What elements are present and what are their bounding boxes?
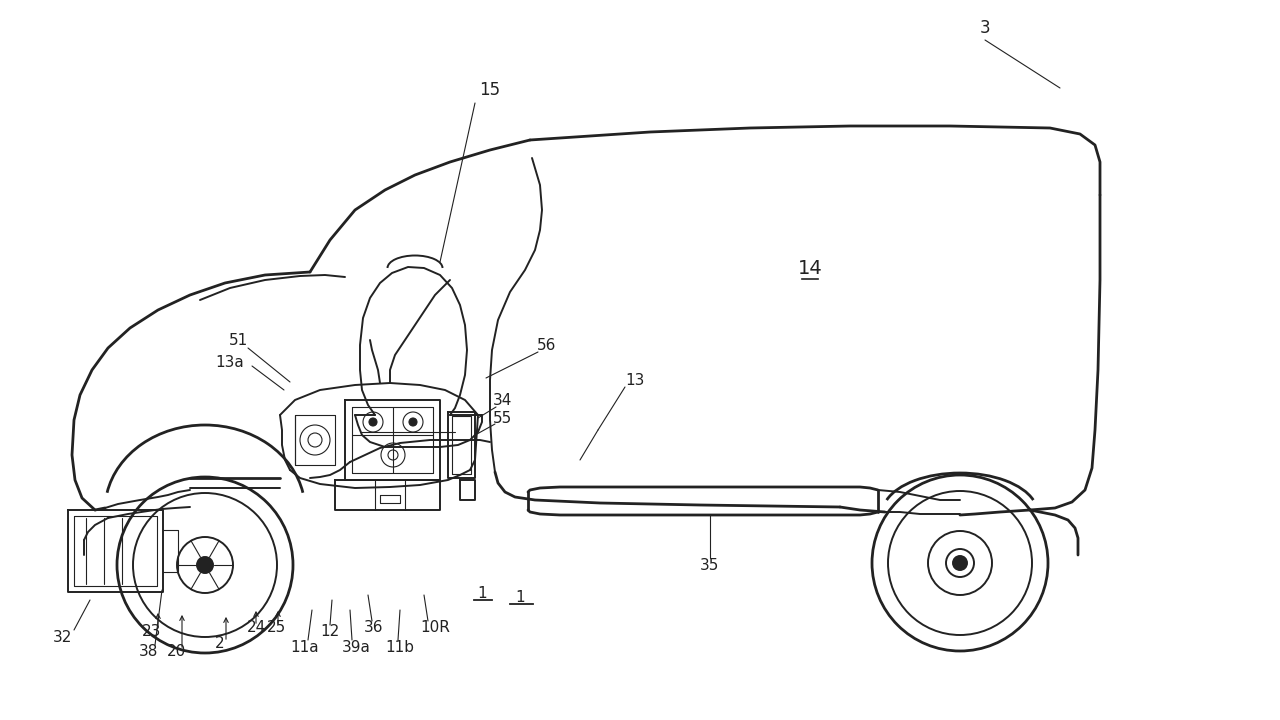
Text: 15: 15 [480, 81, 500, 99]
Text: 20: 20 [166, 644, 186, 660]
Text: 11b: 11b [385, 641, 415, 655]
Text: 1: 1 [477, 587, 486, 601]
Text: 36: 36 [365, 621, 384, 636]
Text: 14: 14 [797, 258, 822, 277]
Text: 23: 23 [142, 624, 161, 639]
Circle shape [410, 418, 417, 426]
Text: 13: 13 [626, 372, 645, 387]
Circle shape [954, 556, 966, 570]
Text: 12: 12 [320, 624, 339, 639]
Text: 25: 25 [266, 621, 285, 636]
Text: 32: 32 [52, 631, 72, 646]
Text: 2: 2 [215, 636, 225, 652]
Text: 51: 51 [228, 333, 247, 348]
Text: 56: 56 [538, 338, 557, 353]
Circle shape [197, 557, 212, 573]
Text: 34: 34 [493, 392, 512, 408]
Text: 38: 38 [138, 644, 157, 660]
Text: 24: 24 [246, 621, 266, 636]
Text: 39a: 39a [342, 641, 370, 655]
Text: 11a: 11a [291, 641, 319, 655]
Text: 1: 1 [515, 590, 525, 606]
Text: 13a: 13a [215, 354, 244, 369]
Text: 55: 55 [493, 410, 512, 426]
Circle shape [369, 418, 378, 426]
Text: 10R: 10R [420, 621, 451, 636]
Text: 35: 35 [700, 557, 719, 572]
Text: 3: 3 [979, 19, 991, 37]
